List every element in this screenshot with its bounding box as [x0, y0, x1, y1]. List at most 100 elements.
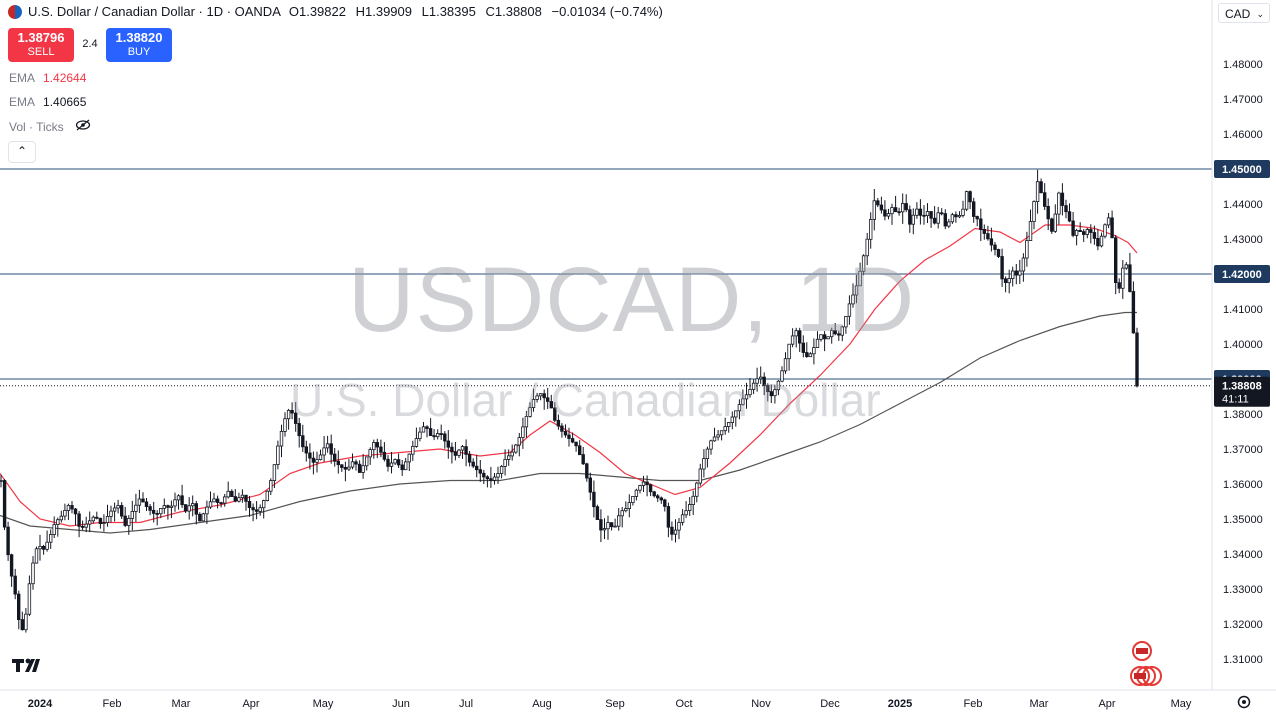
candle-down: [1039, 181, 1043, 194]
candle-down: [148, 506, 152, 511]
candle-up: [88, 520, 92, 525]
candle-up: [162, 505, 166, 509]
candle-down: [311, 457, 316, 463]
candle-up: [45, 541, 49, 550]
candle-down: [16, 593, 21, 620]
y-tick-label: 1.36000: [1223, 479, 1263, 491]
indicator-volume[interactable]: Vol · Ticks: [9, 119, 91, 134]
candle-up: [318, 454, 323, 460]
level-price-label-bg: [1214, 265, 1270, 283]
candle-up: [705, 448, 710, 460]
candle-up: [1124, 264, 1128, 269]
candle-up: [91, 516, 95, 522]
candle-down: [439, 433, 443, 436]
candle-up: [279, 430, 284, 447]
candle-up: [105, 516, 110, 524]
candle-down: [9, 554, 14, 577]
candle-down: [570, 438, 575, 443]
candle-down: [215, 498, 220, 503]
candle-down: [801, 342, 805, 353]
candle-up: [538, 393, 543, 397]
candle-down: [467, 453, 472, 463]
candle-up: [137, 498, 142, 506]
y-tick-label: 1.31000: [1223, 654, 1263, 666]
candle-up: [265, 490, 269, 502]
settings-gear-icon[interactable]: [1236, 694, 1252, 713]
event-icons[interactable]: [1124, 640, 1164, 690]
candle-down: [1050, 218, 1054, 232]
candle-up: [950, 214, 955, 223]
candle-up: [815, 338, 820, 348]
candle-down: [453, 451, 458, 456]
candle-up: [59, 515, 63, 521]
candle-up: [49, 534, 53, 543]
candle-up: [368, 449, 372, 458]
candle-up: [347, 466, 351, 470]
candle-down: [585, 463, 589, 479]
candle-up: [865, 238, 869, 257]
candle-up: [773, 389, 777, 397]
candle-down: [567, 434, 571, 439]
buy-button[interactable]: 1.38820 BUY: [106, 28, 172, 62]
candle-up: [127, 518, 131, 526]
candle-down: [982, 228, 986, 234]
indicator-ema-short[interactable]: EMA 1.42644: [9, 71, 87, 85]
candle-up: [712, 436, 717, 442]
candle-up: [315, 459, 319, 463]
candle-up: [535, 395, 539, 400]
currency-selector[interactable]: CAD ⌄: [1218, 3, 1270, 23]
candle-down: [386, 458, 390, 467]
candle-down: [41, 546, 46, 550]
candle-down: [343, 466, 348, 470]
x-tick-label: May: [313, 698, 334, 710]
candle-up: [492, 476, 497, 481]
candle-down: [329, 443, 333, 455]
candle-down: [120, 505, 124, 517]
buy-label: BUY: [127, 46, 151, 58]
y-tick-label: 1.47000: [1223, 94, 1263, 106]
x-tick-label: Nov: [751, 698, 771, 710]
candle-down: [954, 214, 958, 218]
candle-up: [1032, 201, 1036, 222]
candle-up: [130, 510, 134, 519]
candle-down: [979, 218, 983, 230]
candle-down: [77, 513, 81, 527]
candle-up: [503, 458, 507, 467]
y-tick-label: 1.35000: [1223, 514, 1263, 526]
candle-down: [144, 501, 149, 507]
candle-down: [244, 494, 248, 502]
candle-up: [24, 613, 28, 631]
candle-down: [929, 211, 933, 219]
candle-down: [13, 575, 17, 595]
candle-down: [549, 401, 553, 409]
y-tick-label: 1.43000: [1223, 234, 1263, 246]
indicator-ema-long[interactable]: EMA 1.40665: [9, 95, 87, 109]
candle-up: [237, 497, 241, 502]
candle-up: [730, 416, 734, 423]
candle-down: [183, 504, 188, 512]
candle-up: [407, 453, 411, 463]
candle-up: [66, 505, 71, 511]
candle-down: [908, 209, 912, 225]
spread-value: 2.4: [82, 38, 98, 50]
candle-down: [290, 409, 294, 414]
candle-up: [737, 404, 742, 412]
candle-down: [766, 384, 770, 392]
sell-button[interactable]: 1.38796 SELL: [8, 28, 74, 62]
candle-up: [641, 481, 646, 486]
tradingview-logo[interactable]: [12, 656, 42, 679]
candle-down: [1092, 232, 1097, 239]
hidden-eye-icon[interactable]: [75, 119, 91, 134]
candle-down: [556, 419, 561, 427]
candle-up: [830, 330, 834, 338]
collapse-legend-button[interactable]: ⌃: [8, 141, 36, 163]
candle-up: [350, 461, 355, 468]
candle-up: [514, 444, 518, 453]
x-tick-label: Sep: [605, 698, 625, 710]
candle-down: [996, 249, 1001, 257]
candle-down: [1060, 192, 1065, 206]
candle-up: [776, 380, 781, 391]
symbol-title[interactable]: U.S. Dollar / Canadian Dollar · 1D · OAN…: [28, 4, 281, 19]
candle-down: [1078, 229, 1082, 232]
